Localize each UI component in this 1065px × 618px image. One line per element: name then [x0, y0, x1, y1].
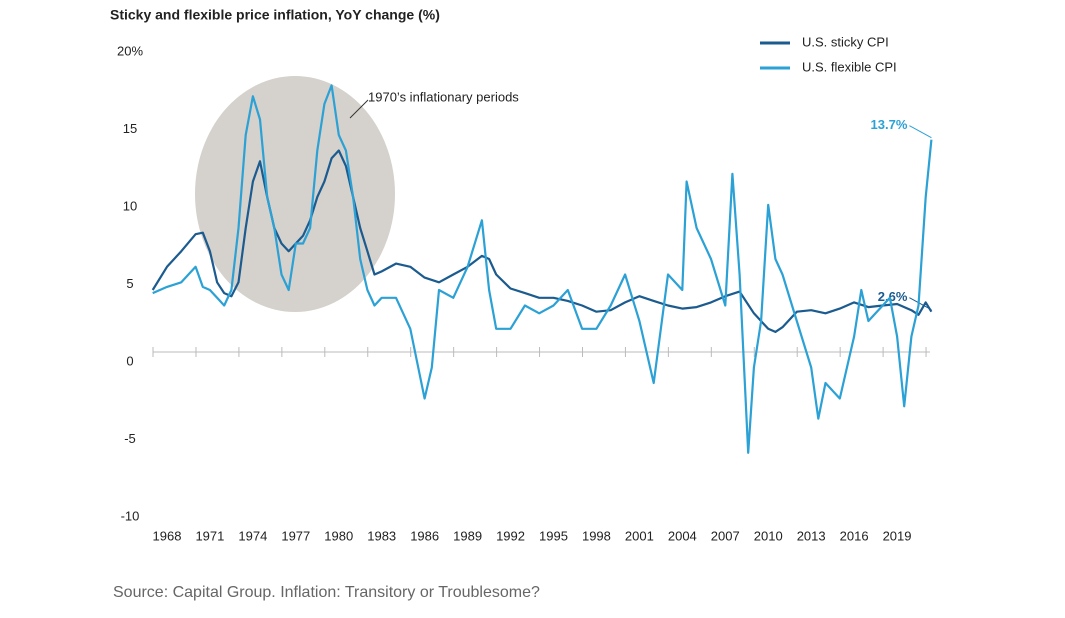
x-tick-label: 1998: [582, 528, 611, 543]
chart-title: Sticky and flexible price inflation, YoY…: [110, 7, 440, 23]
line-series: [151, 149, 933, 333]
annotation-leader: [349, 99, 369, 119]
x-tick-label: 1968: [153, 528, 182, 543]
line-series: [152, 84, 933, 454]
legend-label: U.S. flexible CPI: [802, 59, 897, 74]
value-label: 2.6%: [878, 289, 908, 304]
x-tick-label: 2007: [711, 528, 740, 543]
label-leader: [909, 125, 932, 139]
x-tick-label: 1971: [195, 528, 224, 543]
annotation: 1970’s inflationary periods: [368, 89, 519, 104]
x-tick-label: 1977: [281, 528, 310, 543]
y-tick-label: 20%: [117, 43, 143, 58]
source: Source: Capital Group. Inflation: Transi…: [113, 584, 540, 601]
x-tick-label: 1986: [410, 528, 439, 543]
x-tick-label: 2004: [668, 528, 697, 543]
x-tick-label: 1995: [539, 528, 568, 543]
y-tick-label: 0: [126, 353, 133, 368]
y-tick-label: 5: [126, 276, 133, 291]
x-tick-label: 1992: [496, 528, 525, 543]
label-leader: [909, 297, 932, 311]
x-tick-label: 1980: [324, 528, 353, 543]
x-tick-label: 2013: [797, 528, 826, 543]
y-tick-label: 10: [123, 198, 137, 213]
y-tick-label: -5: [124, 431, 136, 446]
x-tick-label: 2010: [754, 528, 783, 543]
y-tick-label: 15: [123, 121, 137, 136]
value-label: 13.7%: [871, 117, 908, 132]
x-tick-label: 2019: [883, 528, 912, 543]
x-tick-label: 2016: [840, 528, 869, 543]
x-tick-label: 1974: [238, 528, 267, 543]
x-tick-label: 1983: [367, 528, 396, 543]
y-tick-label: -10: [121, 508, 140, 523]
legend-label: U.S. sticky CPI: [802, 34, 889, 49]
x-tick-label: 1989: [453, 528, 482, 543]
x-tick-label: 2001: [625, 528, 654, 543]
